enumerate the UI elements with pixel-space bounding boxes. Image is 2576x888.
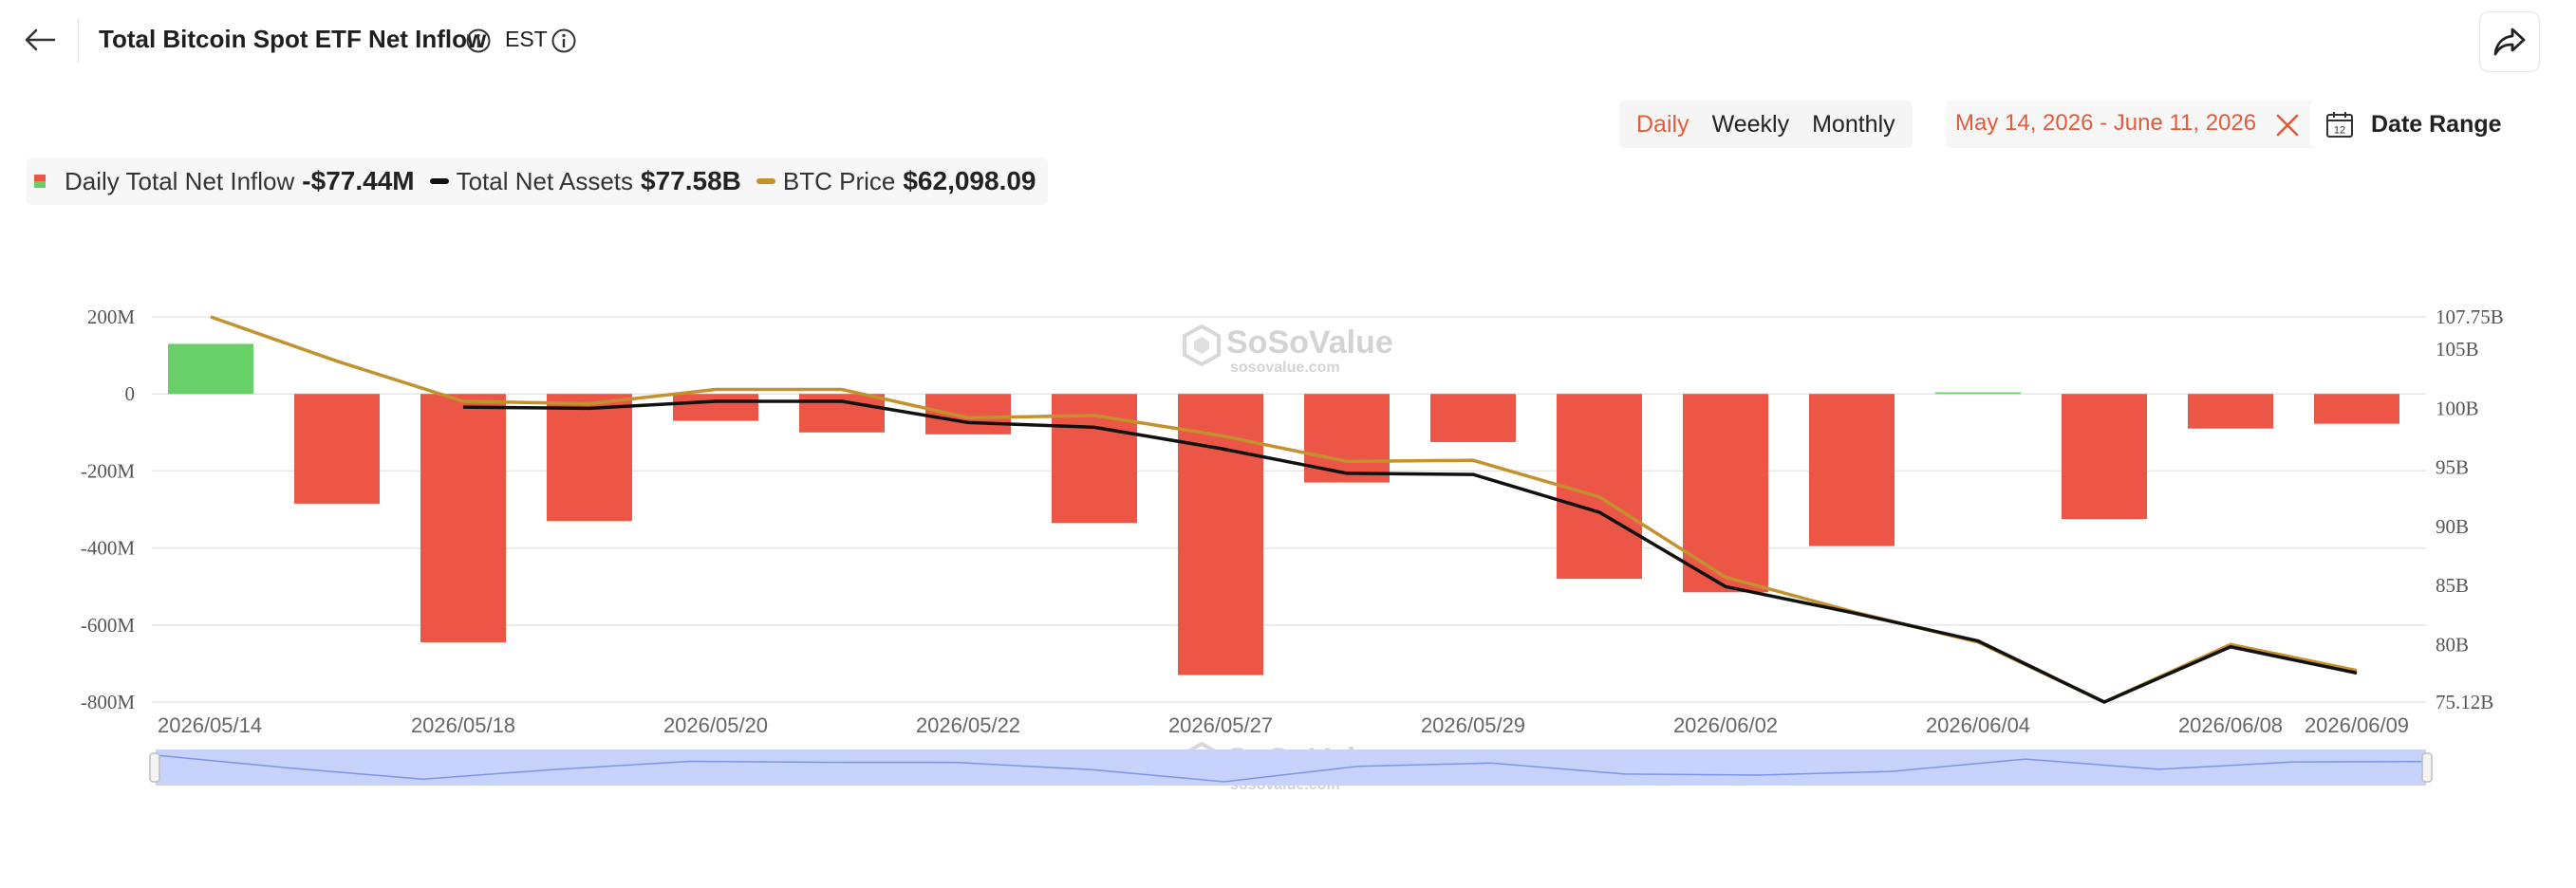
header: Total Bitcoin Spot ETF Net Inflow EST (0, 0, 2576, 82)
left-axis-tick-label: -600M (81, 614, 135, 637)
inflow-bar[interactable] (1430, 394, 1516, 442)
date-range-control: May 14, 2026 - June 11, 2026 12 Date Ran… (1946, 101, 2542, 148)
chart-legend: Daily Total Net Inflow -$77.44M Total Ne… (27, 157, 1048, 205)
legend-label: Daily Total Net Inflow (65, 166, 295, 195)
date-range-label: Date Range (2371, 110, 2502, 138)
x-axis-tick-label: 2026/05/22 (916, 713, 1020, 737)
right-axis-tick-label: 105B (2436, 338, 2479, 361)
range-navigator[interactable] (149, 749, 2433, 786)
left-axis-tick-label: -400M (81, 537, 135, 560)
x-axis-tick-label: 2026/06/04 (1926, 713, 2030, 737)
grid-lines (152, 316, 2426, 703)
legend-label: Total Net Assets (456, 166, 634, 195)
arrow-left-icon (25, 28, 56, 51)
x-axis-tick-label: 2026/05/14 (158, 713, 262, 737)
tab-weekly[interactable]: Weekly (1711, 111, 1790, 138)
inflow-bar[interactable] (2188, 394, 2273, 429)
right-axis-tick-label: 80B (2436, 633, 2469, 656)
inflow-bar[interactable] (1304, 394, 1390, 483)
svg-text:12: 12 (2334, 125, 2345, 137)
share-icon (2493, 28, 2526, 56)
line-swatch-icon (756, 178, 775, 184)
timezone-info-icon[interactable] (551, 28, 577, 54)
x-axis-tick-label: 2026/05/18 (411, 713, 515, 737)
navigator-left-handle[interactable] (149, 752, 160, 783)
left-axis-tick-label: 0 (125, 382, 136, 405)
watermark-brand: SoSoValue (1226, 324, 1393, 361)
hexagon-logo-icon (1183, 324, 1221, 367)
period-tabs: Daily Weekly Monthly (1619, 101, 1913, 148)
legend-item-btc-price[interactable]: BTC Price $62,098.09 (756, 166, 1036, 196)
x-axis-tick-label: 2026/06/02 (1673, 713, 1778, 737)
x-axis-tick-label: 2026/06/08 (2178, 713, 2283, 737)
inflow-bar[interactable] (294, 394, 380, 504)
series-lines[interactable] (210, 315, 2358, 704)
inflow-bar[interactable] (1935, 392, 2021, 395)
inflow-bar[interactable] (2062, 394, 2147, 520)
bar-swatch-icon (34, 175, 46, 188)
x-axis-tick-label: 2026/06/09 (2305, 713, 2409, 737)
inflow-bar[interactable] (168, 343, 253, 395)
inflow-bar[interactable] (1052, 394, 1137, 524)
left-axis-tick-label: 200M (87, 305, 136, 328)
tab-daily[interactable]: Daily (1636, 111, 1689, 138)
inflow-bar[interactable] (925, 394, 1011, 435)
legend-item-net-assets[interactable]: Total Net Assets $77.58B (429, 166, 741, 196)
inflow-bar[interactable] (1683, 394, 1768, 593)
x-axis-tick-label: 2026/05/27 (1168, 713, 1273, 737)
calendar-icon: 12 (2326, 112, 2353, 138)
inflow-bar[interactable] (673, 394, 758, 421)
right-axis-tick-label: 95B (2436, 456, 2469, 479)
net-assets-line[interactable] (462, 399, 2358, 704)
hexagon-inner-icon (1194, 337, 1209, 354)
inflow-bar[interactable] (420, 394, 506, 643)
x-axis-tick-label: 2026/05/29 (1421, 713, 1525, 737)
tab-monthly[interactable]: Monthly (1812, 111, 1895, 138)
legend-value: -$77.44M (302, 166, 415, 195)
x-axis: 2026/05/14 2026/05/18 2026/05/20 2026/05/22… (158, 713, 2409, 737)
line-swatch-icon (429, 178, 449, 184)
watermark-sub: sosovalue.com (1230, 360, 1340, 376)
close-icon[interactable] (2274, 112, 2301, 139)
info-icon[interactable] (465, 28, 492, 54)
right-axis-tick-label: 85B (2436, 574, 2469, 597)
navigator-selection[interactable] (156, 749, 2426, 786)
right-axis: 107.75B 105B 100B 95B 90B 85B 80B 75.12B (2436, 305, 2504, 713)
right-axis-tick-label: 100B (2436, 397, 2479, 419)
legend-label: BTC Price (782, 166, 896, 195)
back-button[interactable] (21, 21, 59, 59)
page-title: Total Bitcoin Spot ETF Net Inflow (99, 25, 487, 53)
date-range-value: May 14, 2026 - June 11, 2026 (1955, 110, 2257, 136)
inflow-bar[interactable] (2314, 394, 2399, 424)
share-button[interactable] (2479, 11, 2540, 72)
timezone-label: EST (505, 27, 548, 51)
header-divider (78, 19, 79, 63)
navigator-right-handle[interactable] (2421, 752, 2433, 783)
right-axis-tick-label: 90B (2436, 515, 2469, 538)
right-axis-tick-label: 107.75B (2436, 305, 2504, 328)
legend-value: $77.58B (641, 166, 741, 195)
legend-item-net-inflow[interactable]: Daily Total Net Inflow -$77.44M (34, 166, 415, 196)
left-axis-tick-label: -200M (81, 459, 135, 482)
inflow-bar[interactable] (1557, 394, 1642, 580)
left-axis: 200M 0 -200M -400M -600M -800M (81, 305, 135, 713)
right-axis-tick-label: 75.12B (2436, 691, 2493, 713)
legend-value: $62,098.09 (903, 166, 1036, 195)
inflow-bar[interactable] (1809, 394, 1895, 546)
left-axis-tick-label: -800M (81, 691, 135, 713)
x-axis-tick-label: 2026/05/20 (663, 713, 768, 737)
navigator-series-line (155, 754, 2427, 783)
date-range-button[interactable]: 12 Date Range (2310, 101, 2542, 148)
inflow-bar[interactable] (547, 394, 632, 522)
